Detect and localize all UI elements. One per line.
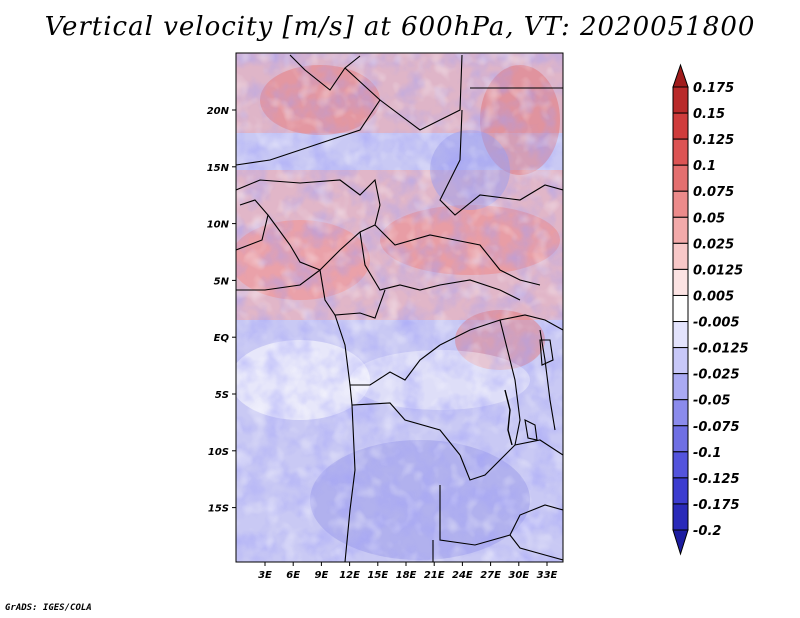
colorbar-segment [672, 242, 689, 270]
colorbar-segment [672, 216, 689, 244]
lon-label: 18E [396, 570, 417, 581]
lon-label: 27E [480, 570, 501, 581]
lon-label: 6E [286, 570, 300, 581]
colorbar-label: 0.05 [693, 211, 725, 226]
lon-label: 12E [339, 570, 360, 581]
colorbar-segment [672, 347, 689, 375]
lat-label: 5S [215, 390, 229, 401]
colorbar-segment [672, 321, 689, 349]
lat-label: 15N [207, 163, 230, 174]
map-frame [235, 52, 564, 563]
colorbar-segment [672, 268, 689, 296]
lon-label: 24E [452, 570, 473, 581]
colorbar-segment [672, 425, 689, 453]
colorbar-segment [672, 294, 689, 323]
lat-label: 10S [208, 447, 229, 458]
colorbar-segment [672, 112, 689, 140]
colorbar-label: 0.005 [693, 289, 734, 304]
colorbar-label: -0.1 [693, 446, 721, 461]
colorbar-label: -0.025 [693, 368, 740, 383]
colorbar-label: 0.1 [693, 159, 716, 174]
colorbar-label: -0.125 [693, 472, 740, 487]
colorbar-label: -0.075 [693, 420, 740, 435]
colorbar-segment [672, 86, 689, 114]
colorbar-label: -0.05 [693, 394, 730, 409]
colorbar-max-arrow [672, 63, 689, 88]
colorbar-label: 0.075 [693, 185, 734, 200]
grads-credit: GrADS: IGES/COLA [5, 603, 92, 613]
latitude-axis: 20N 15N 10N 5N EQ 5S 10S 15S [207, 106, 236, 515]
colorbar-label: 0.15 [693, 107, 725, 122]
lon-label: 15E [367, 570, 388, 581]
colorbar: 0.175 0.15 0.125 0.1 0.075 0.05 0.025 0.0125 0.0… [672, 63, 749, 556]
lat-label: 15S [208, 504, 229, 515]
colorbar-segment [672, 399, 689, 427]
lon-label: 9E [315, 570, 329, 581]
lat-label: 20N [207, 106, 230, 117]
colorbar-label: -0.005 [693, 316, 740, 331]
lat-label: EQ [214, 333, 230, 344]
longitude-axis: 3E 6E 9E 12E 15E 18E 21E 24E 27E 30E 33E [258, 562, 558, 581]
colorbar-segment [672, 373, 689, 401]
colorbar-segment [672, 451, 689, 479]
colorbar-label: -0.2 [693, 524, 721, 539]
lon-label: 21E [424, 570, 445, 581]
colorbar-segment [672, 477, 689, 505]
map-field [236, 53, 563, 562]
colorbar-segment [672, 190, 689, 218]
colorbar-segment [672, 503, 689, 531]
colorbar-label: -0.175 [693, 498, 740, 513]
lat-label: 10N [207, 220, 230, 231]
lon-label: 3E [258, 570, 272, 581]
colorbar-label: 0.125 [693, 133, 734, 148]
lat-label: 5N [214, 276, 230, 287]
colorbar-segment [672, 164, 689, 192]
colorbar-min-arrow [672, 529, 689, 556]
chart-title: Vertical velocity [m/s] at 600hPa, VT: 2… [44, 12, 756, 42]
colorbar-label: 0.025 [693, 237, 734, 252]
lon-label: 30E [508, 570, 529, 581]
colorbar-segment [672, 138, 689, 166]
lon-label: 33E [537, 570, 558, 581]
colorbar-label: -0.0125 [693, 342, 749, 357]
country-borders [236, 54, 563, 562]
colorbar-label: 0.0125 [693, 263, 743, 278]
colorbar-label: 0.175 [693, 81, 734, 96]
